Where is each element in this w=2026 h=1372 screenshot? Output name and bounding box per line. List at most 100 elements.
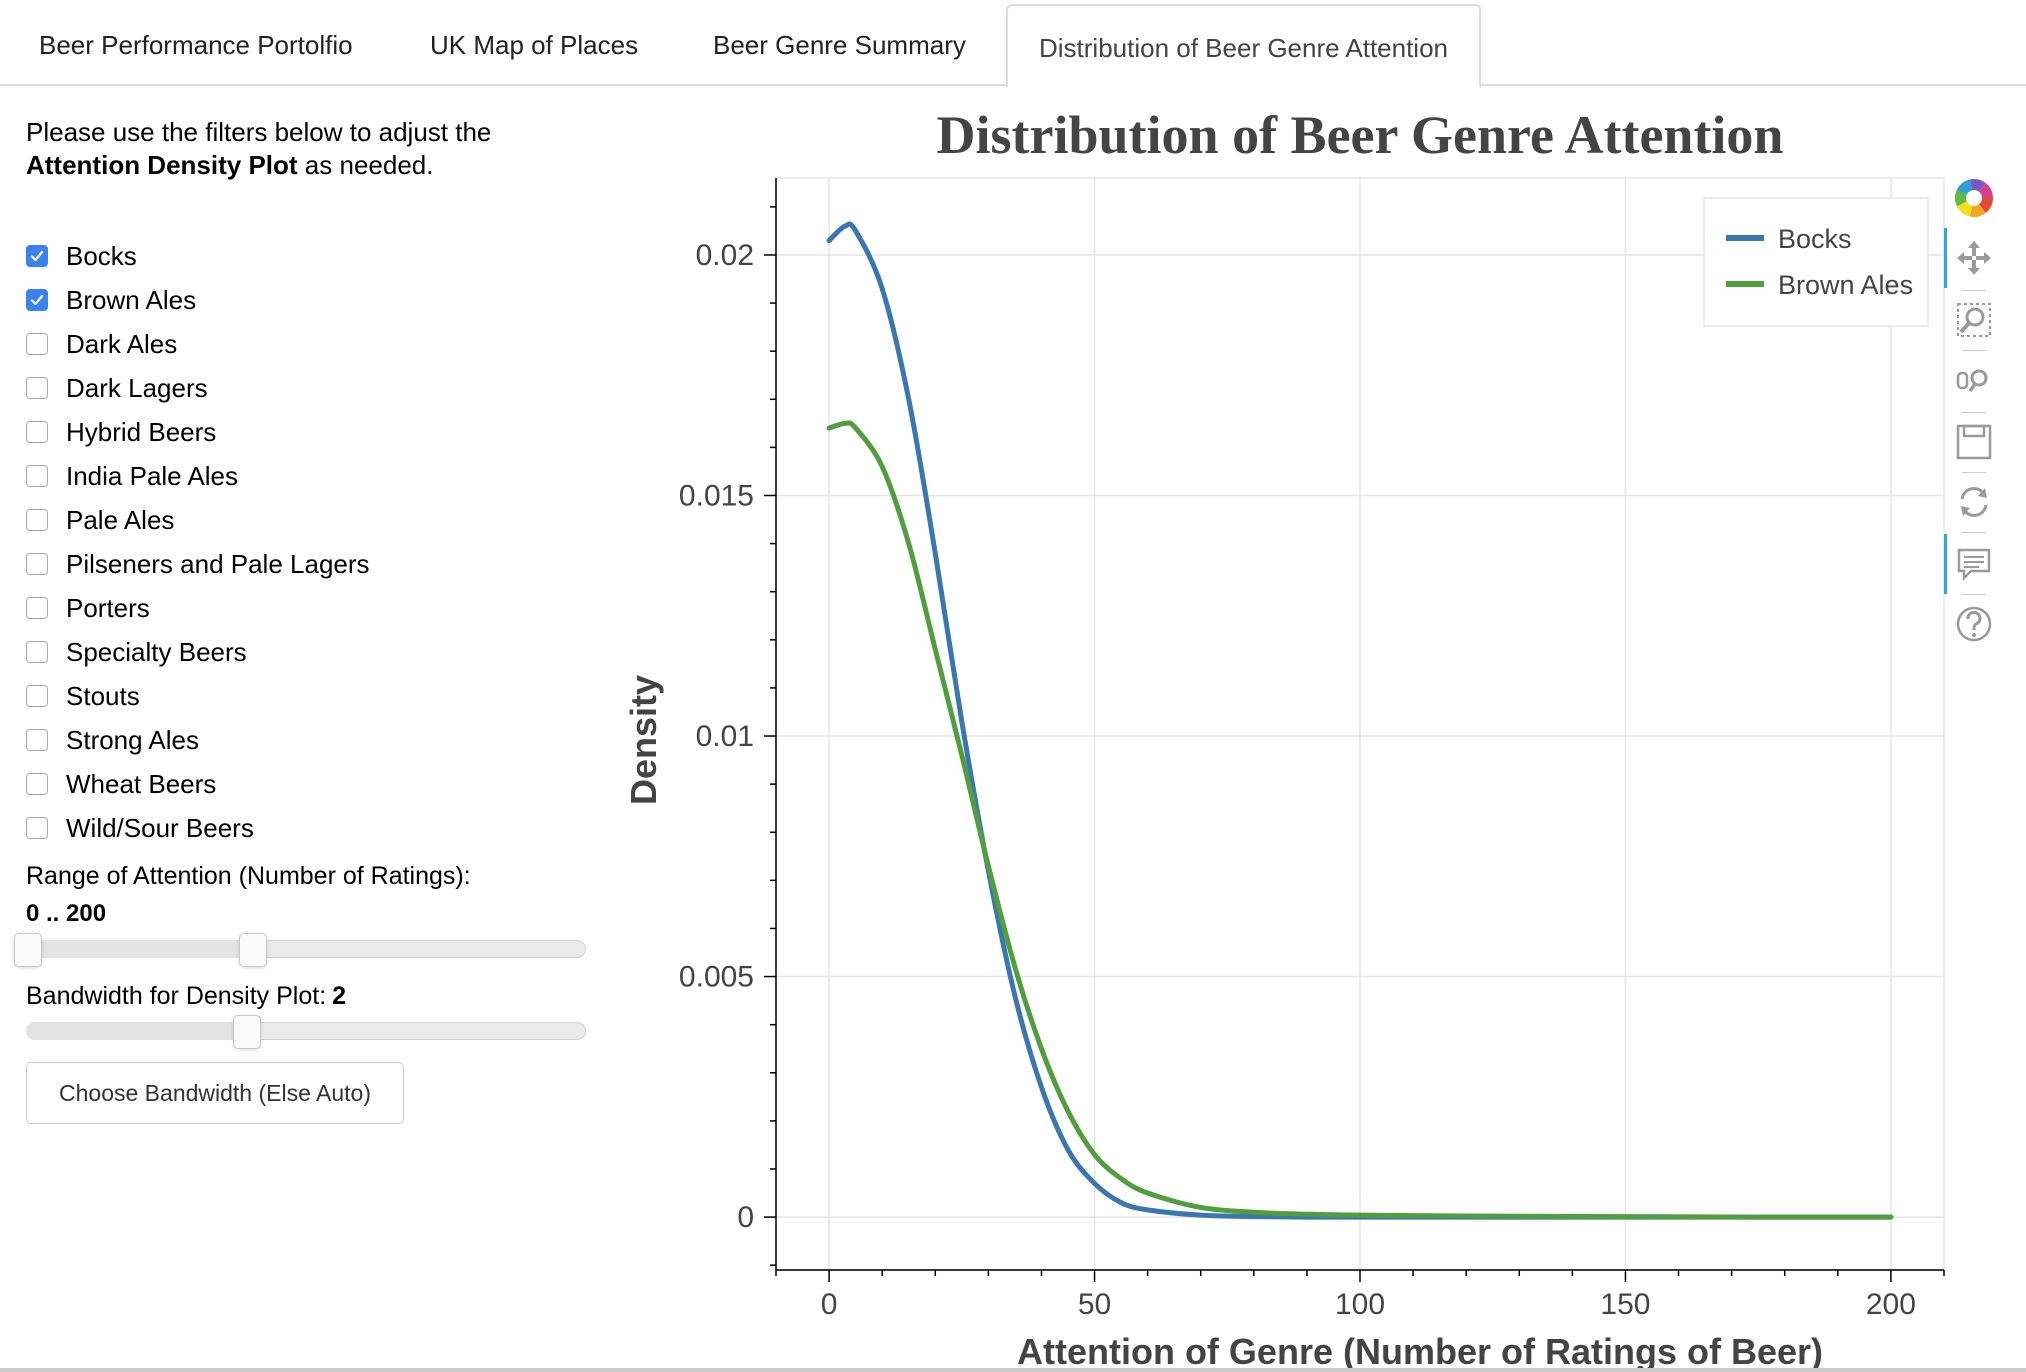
x-tick-label: 150: [1600, 1288, 1650, 1321]
genre-checkbox-row[interactable]: Brown Ales: [26, 280, 586, 320]
toolbar-separator: [1962, 290, 1986, 291]
hover-icon[interactable]: [1950, 540, 1998, 588]
tab-beer-genre-summary[interactable]: Beer Genre Summary: [713, 30, 966, 60]
legend-box: [1703, 197, 1929, 327]
intro-text: Please use the filters below to adjust t…: [26, 117, 492, 147]
pan-active-indicator: [1944, 228, 1947, 288]
genre-label: India Pale Ales: [66, 460, 239, 491]
y-tick-label: 0.005: [679, 961, 754, 994]
genre-checkbox-row[interactable]: Pilseners and Pale Lagers: [26, 544, 586, 584]
y-tick-label: 0.01: [696, 720, 754, 753]
genre-label: Dark Lagers: [66, 372, 208, 403]
range-label: Range of Attention (Number of Ratings):: [26, 862, 471, 890]
y-axis-label: Density: [623, 675, 664, 805]
wheel-zoom-icon[interactable]: [1950, 358, 1998, 406]
box-zoom-icon[interactable]: [1950, 296, 1998, 344]
genre-checkbox[interactable]: [26, 553, 48, 575]
x-tick-label: 200: [1866, 1288, 1916, 1321]
tab-bar: Beer Performance Portolfio UK Map of Pla…: [0, 0, 2026, 88]
genre-checkbox[interactable]: [26, 245, 48, 267]
logo-segment: [1969, 204, 1986, 217]
series-line-brown-ales: [826, 420, 1894, 1220]
genre-checkbox[interactable]: [26, 465, 48, 487]
y-tick-label: 0: [737, 1201, 754, 1234]
tab-uk-map-of-places[interactable]: UK Map of Places: [430, 30, 639, 60]
choose-bandwidth-button[interactable]: Choose Bandwidth (Else Auto): [26, 1062, 404, 1124]
checkmark-icon: [30, 294, 44, 306]
bokeh-logo-icon[interactable]: [1950, 174, 1998, 222]
reset-icon[interactable]: [1950, 478, 1998, 526]
genre-checkbox[interactable]: [26, 817, 48, 839]
toolbar-separator: [1962, 350, 1986, 351]
logo-segment: [1956, 179, 1973, 195]
genre-label: Wild/Sour Beers: [66, 812, 254, 843]
hover-active-indicator: [1944, 534, 1947, 594]
help-icon[interactable]: [1950, 600, 1998, 648]
genre-label: Wheat Beers: [66, 768, 217, 799]
genre-checkbox-row[interactable]: Dark Lagers: [26, 368, 586, 408]
bandwidth-label: Bandwidth for Density Plot: 2: [26, 982, 346, 1011]
y-tick-label: 0.015: [679, 479, 754, 512]
genre-label: Dark Ales: [66, 328, 178, 359]
genre-label: Pale Ales: [66, 504, 175, 535]
genre-checkbox[interactable]: [26, 597, 48, 619]
genre-checkbox[interactable]: [26, 729, 48, 751]
genre-checkbox-row[interactable]: Bocks: [26, 236, 586, 276]
toolbar-separator: [1962, 472, 1986, 473]
logo-segment: [1969, 179, 1986, 192]
genre-label: Hybrid Beers: [66, 416, 217, 447]
genre-checkbox-row[interactable]: Hybrid Beers: [26, 412, 586, 452]
filter-instructions: Please use the filters below to adjust t…: [26, 116, 586, 182]
tab-beer-performance-portfolio[interactable]: Beer Performance Portolfio: [39, 30, 353, 60]
chart-toolbar: [1944, 172, 2014, 652]
genre-checkbox-row[interactable]: Strong Ales: [26, 720, 586, 760]
tab-distribution-of-beer-genre-attention[interactable]: Distribution of Beer Genre Attention: [1006, 4, 1482, 88]
genre-checkbox-row[interactable]: Stouts: [26, 676, 586, 716]
genre-checkbox-row[interactable]: Dark Ales: [26, 324, 586, 364]
genre-checkbox[interactable]: [26, 421, 48, 443]
genre-label: Stouts: [66, 680, 140, 711]
genre-checkbox-row[interactable]: Wheat Beers: [26, 764, 586, 804]
bandwidth-label-text: Bandwidth for Density Plot:: [26, 982, 327, 1010]
genre-checkbox-row[interactable]: Pale Ales: [26, 500, 586, 540]
genre-checkbox-row[interactable]: Porters: [26, 588, 586, 628]
toolbar-separator: [1962, 412, 1986, 413]
genre-checkbox[interactable]: [26, 289, 48, 311]
window-bottom-border: [0, 1368, 2026, 1372]
x-tick-label: 0: [821, 1288, 838, 1321]
genre-checkbox-row[interactable]: Specialty Beers: [26, 632, 586, 672]
logo-segment: [1956, 201, 1973, 217]
toolbar-separator: [1962, 532, 1986, 533]
genre-label: Bocks: [66, 240, 137, 271]
genre-checkbox-row[interactable]: Wild/Sour Beers: [26, 808, 586, 848]
y-tick-label: 0.02: [696, 239, 754, 272]
genre-checkbox[interactable]: [26, 509, 48, 531]
legend-label: Brown Ales: [1778, 270, 1913, 300]
logo-segment: [1978, 183, 1993, 198]
bandwidth-slider-handle[interactable]: [233, 1015, 262, 1049]
x-tick-label: 50: [1078, 1288, 1111, 1321]
genre-checkbox[interactable]: [26, 773, 48, 795]
logo-segment: [1978, 198, 1993, 213]
save-icon[interactable]: [1950, 418, 1998, 466]
genre-checkbox[interactable]: [26, 377, 48, 399]
legend-label: Bocks: [1778, 224, 1852, 254]
checkmark-icon: [30, 250, 44, 262]
range-slider-min-handle[interactable]: [14, 933, 42, 967]
genre-label: Strong Ales: [66, 724, 199, 755]
genre-checkbox[interactable]: [26, 641, 48, 663]
pan-icon[interactable]: [1950, 234, 1998, 282]
genre-checkbox[interactable]: [26, 333, 48, 355]
genre-checkbox[interactable]: [26, 685, 48, 707]
intro-tail-text: as needed.: [304, 150, 434, 180]
intro-bold-text: Attention Density Plot: [26, 150, 298, 180]
range-value: 0 .. 200: [26, 900, 107, 927]
genre-checkbox-row[interactable]: India Pale Ales: [26, 456, 586, 496]
range-slider-max-handle[interactable]: [238, 933, 267, 967]
genre-label: Specialty Beers: [66, 636, 247, 667]
range-slider-fill: [26, 940, 253, 958]
toolbar-separator: [1962, 594, 1986, 595]
chart-title: Distribution of Beer Genre Attention: [936, 105, 1784, 165]
logo-segment: [1955, 189, 1967, 207]
